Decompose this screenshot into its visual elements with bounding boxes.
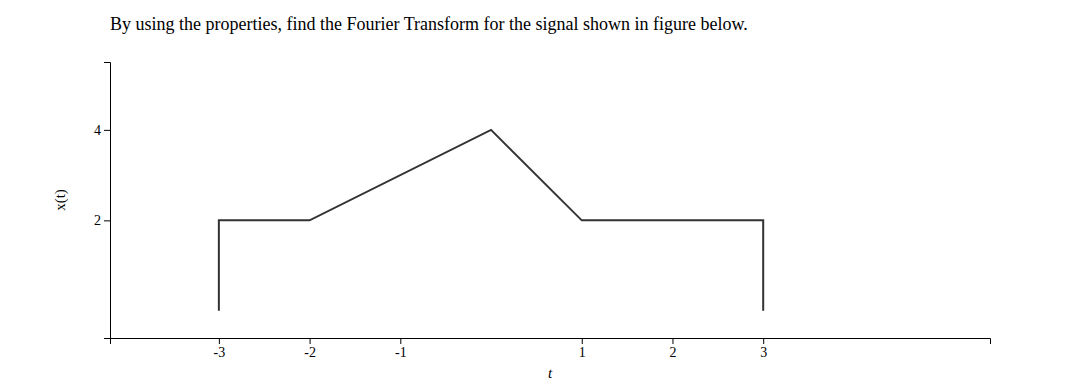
y-tick-mark [104, 130, 110, 131]
x-tick-mark [400, 338, 401, 344]
x-tick: -2 [304, 338, 316, 360]
x-tick: -1 [395, 338, 407, 360]
x-tick-label: 3 [760, 345, 767, 360]
y-axis-line [104, 63, 111, 339]
x-tick: 2 [669, 338, 676, 360]
y-axis: 24 [94, 63, 111, 339]
y-axis-label: x(t) [52, 189, 69, 211]
x-tick-label: 1 [579, 345, 586, 360]
x-tick-mark [763, 338, 764, 344]
x-tick-label: -2 [304, 345, 316, 360]
x-tick: 3 [760, 338, 767, 360]
x-axis-label: t [548, 365, 553, 381]
y-tick: 4 [94, 123, 110, 138]
chart: By using the properties, find the Fourie… [0, 0, 1080, 386]
x-axis-line [111, 339, 991, 345]
signal-line [219, 130, 763, 311]
x-tick-mark [582, 338, 583, 344]
marks [219, 130, 763, 311]
title: By using the properties, find the Fourie… [110, 14, 748, 34]
y-tick-label: 2 [94, 213, 101, 228]
x-tick-mark [310, 338, 311, 344]
x-tick-label: -3 [214, 345, 226, 360]
x-tick-label: -1 [395, 345, 407, 360]
x-tick: -3 [214, 338, 226, 360]
plot: -3-2-112324 [94, 63, 991, 360]
x-tick: 1 [579, 338, 586, 360]
y-tick-label: 4 [94, 123, 101, 138]
x-tick-mark [672, 338, 673, 344]
x-tick-mark [219, 338, 220, 344]
x-axis: -3 -2 -1 1 2 3 [111, 338, 991, 360]
y-tick-mark [104, 220, 110, 221]
y-tick: 2 [94, 213, 110, 228]
x-tick-label: 2 [669, 345, 676, 360]
